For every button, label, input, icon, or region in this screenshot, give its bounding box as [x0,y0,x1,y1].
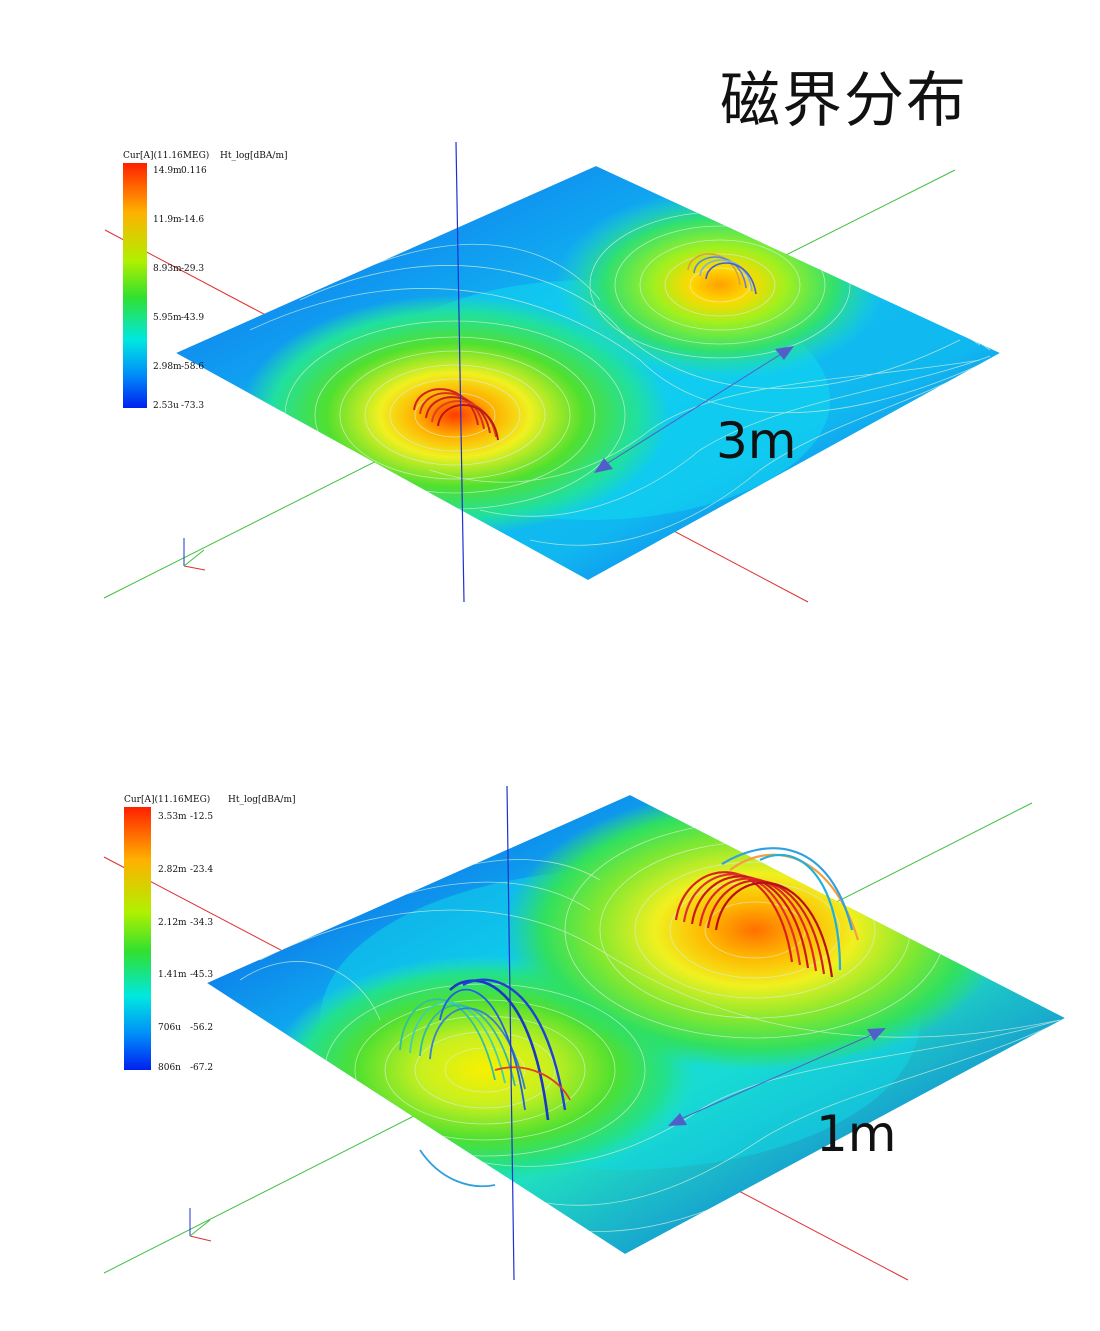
axis-triad-icon [183,538,206,571]
legend-field-value: 0.116 [181,166,207,176]
field-plot-svg: 3m Cur[A](11.16MEG) Ht_log[dBA/m] 14.9m … [103,141,1000,603]
color-bar [123,163,147,408]
coil-left [399,978,571,1188]
legend-current-value: 2.98m [153,362,182,372]
color-legend: Cur[A](11.16MEG) Ht_log[dBA/m] 3.53m -12… [124,794,296,1073]
distance-arrow [594,346,794,473]
legend-current-value: 706u [158,1023,181,1033]
legend-field-header: Ht_log[dBA/m] [228,795,296,805]
distance-label: 1m [816,1105,897,1163]
legend-field-value: -73.3 [181,401,204,411]
axis-triad-icon [189,1208,212,1242]
legend-current-value: 2.82m [158,865,187,875]
legend-current-header: Cur[A](11.16MEG) [124,794,210,805]
distance-label: 3m [716,412,797,470]
legend-current-value: 14.9m [153,166,182,176]
legend-field-value: -29.3 [181,264,204,274]
legend-field-value: -58.6 [181,362,204,372]
legend-current-value: 1.41m [158,970,187,980]
legend-current-value: 5.95m [153,313,182,323]
page-title: 磁界分布 [720,66,968,136]
color-bar [124,807,151,1070]
legend-current-value: 11.9m [153,215,182,225]
field-plot-3m: 3m Cur[A](11.16MEG) Ht_log[dBA/m] 14.9m … [0,0,1100,640]
field-plot-svg: 1m Cur[A](11.16MEG) Ht_log[dBA/m] 3.53m … [103,785,1065,1281]
legend-field-value: -67.2 [190,1063,213,1073]
legend-field-value: -56.2 [190,1023,213,1033]
field-plane [176,166,1000,580]
legend-field-value: -43.9 [181,313,204,323]
color-legend: Cur[A](11.16MEG) Ht_log[dBA/m] 14.9m 0.1… [123,150,288,411]
legend-current-value: 3.53m [158,812,187,822]
legend-field-value: -23.4 [190,865,213,875]
legend-current-value: 806n [158,1063,181,1073]
legend-current-value: 2.53u [153,401,179,411]
legend-field-value: -14.6 [181,215,204,225]
coil-right [674,847,860,978]
z-axis [455,141,465,603]
legend-field-value: -45.3 [190,970,213,980]
legend-field-value: -12.5 [190,812,213,822]
coil-right [687,253,757,295]
legend-field-value: -34.3 [190,918,213,928]
legend-field-header: Ht_log[dBA/m] [220,151,288,161]
distance-arrow [668,1028,886,1126]
field-plane [207,795,1065,1254]
legend-current-value: 2.12m [158,918,187,928]
legend-current-value: 8.93m [153,264,182,274]
field-plot-1m: 1m Cur[A](11.16MEG) Ht_log[dBA/m] 3.53m … [0,640,1100,1331]
z-axis [506,785,515,1281]
coil-left [413,388,499,441]
legend-current-header: Cur[A](11.16MEG) [123,150,209,161]
